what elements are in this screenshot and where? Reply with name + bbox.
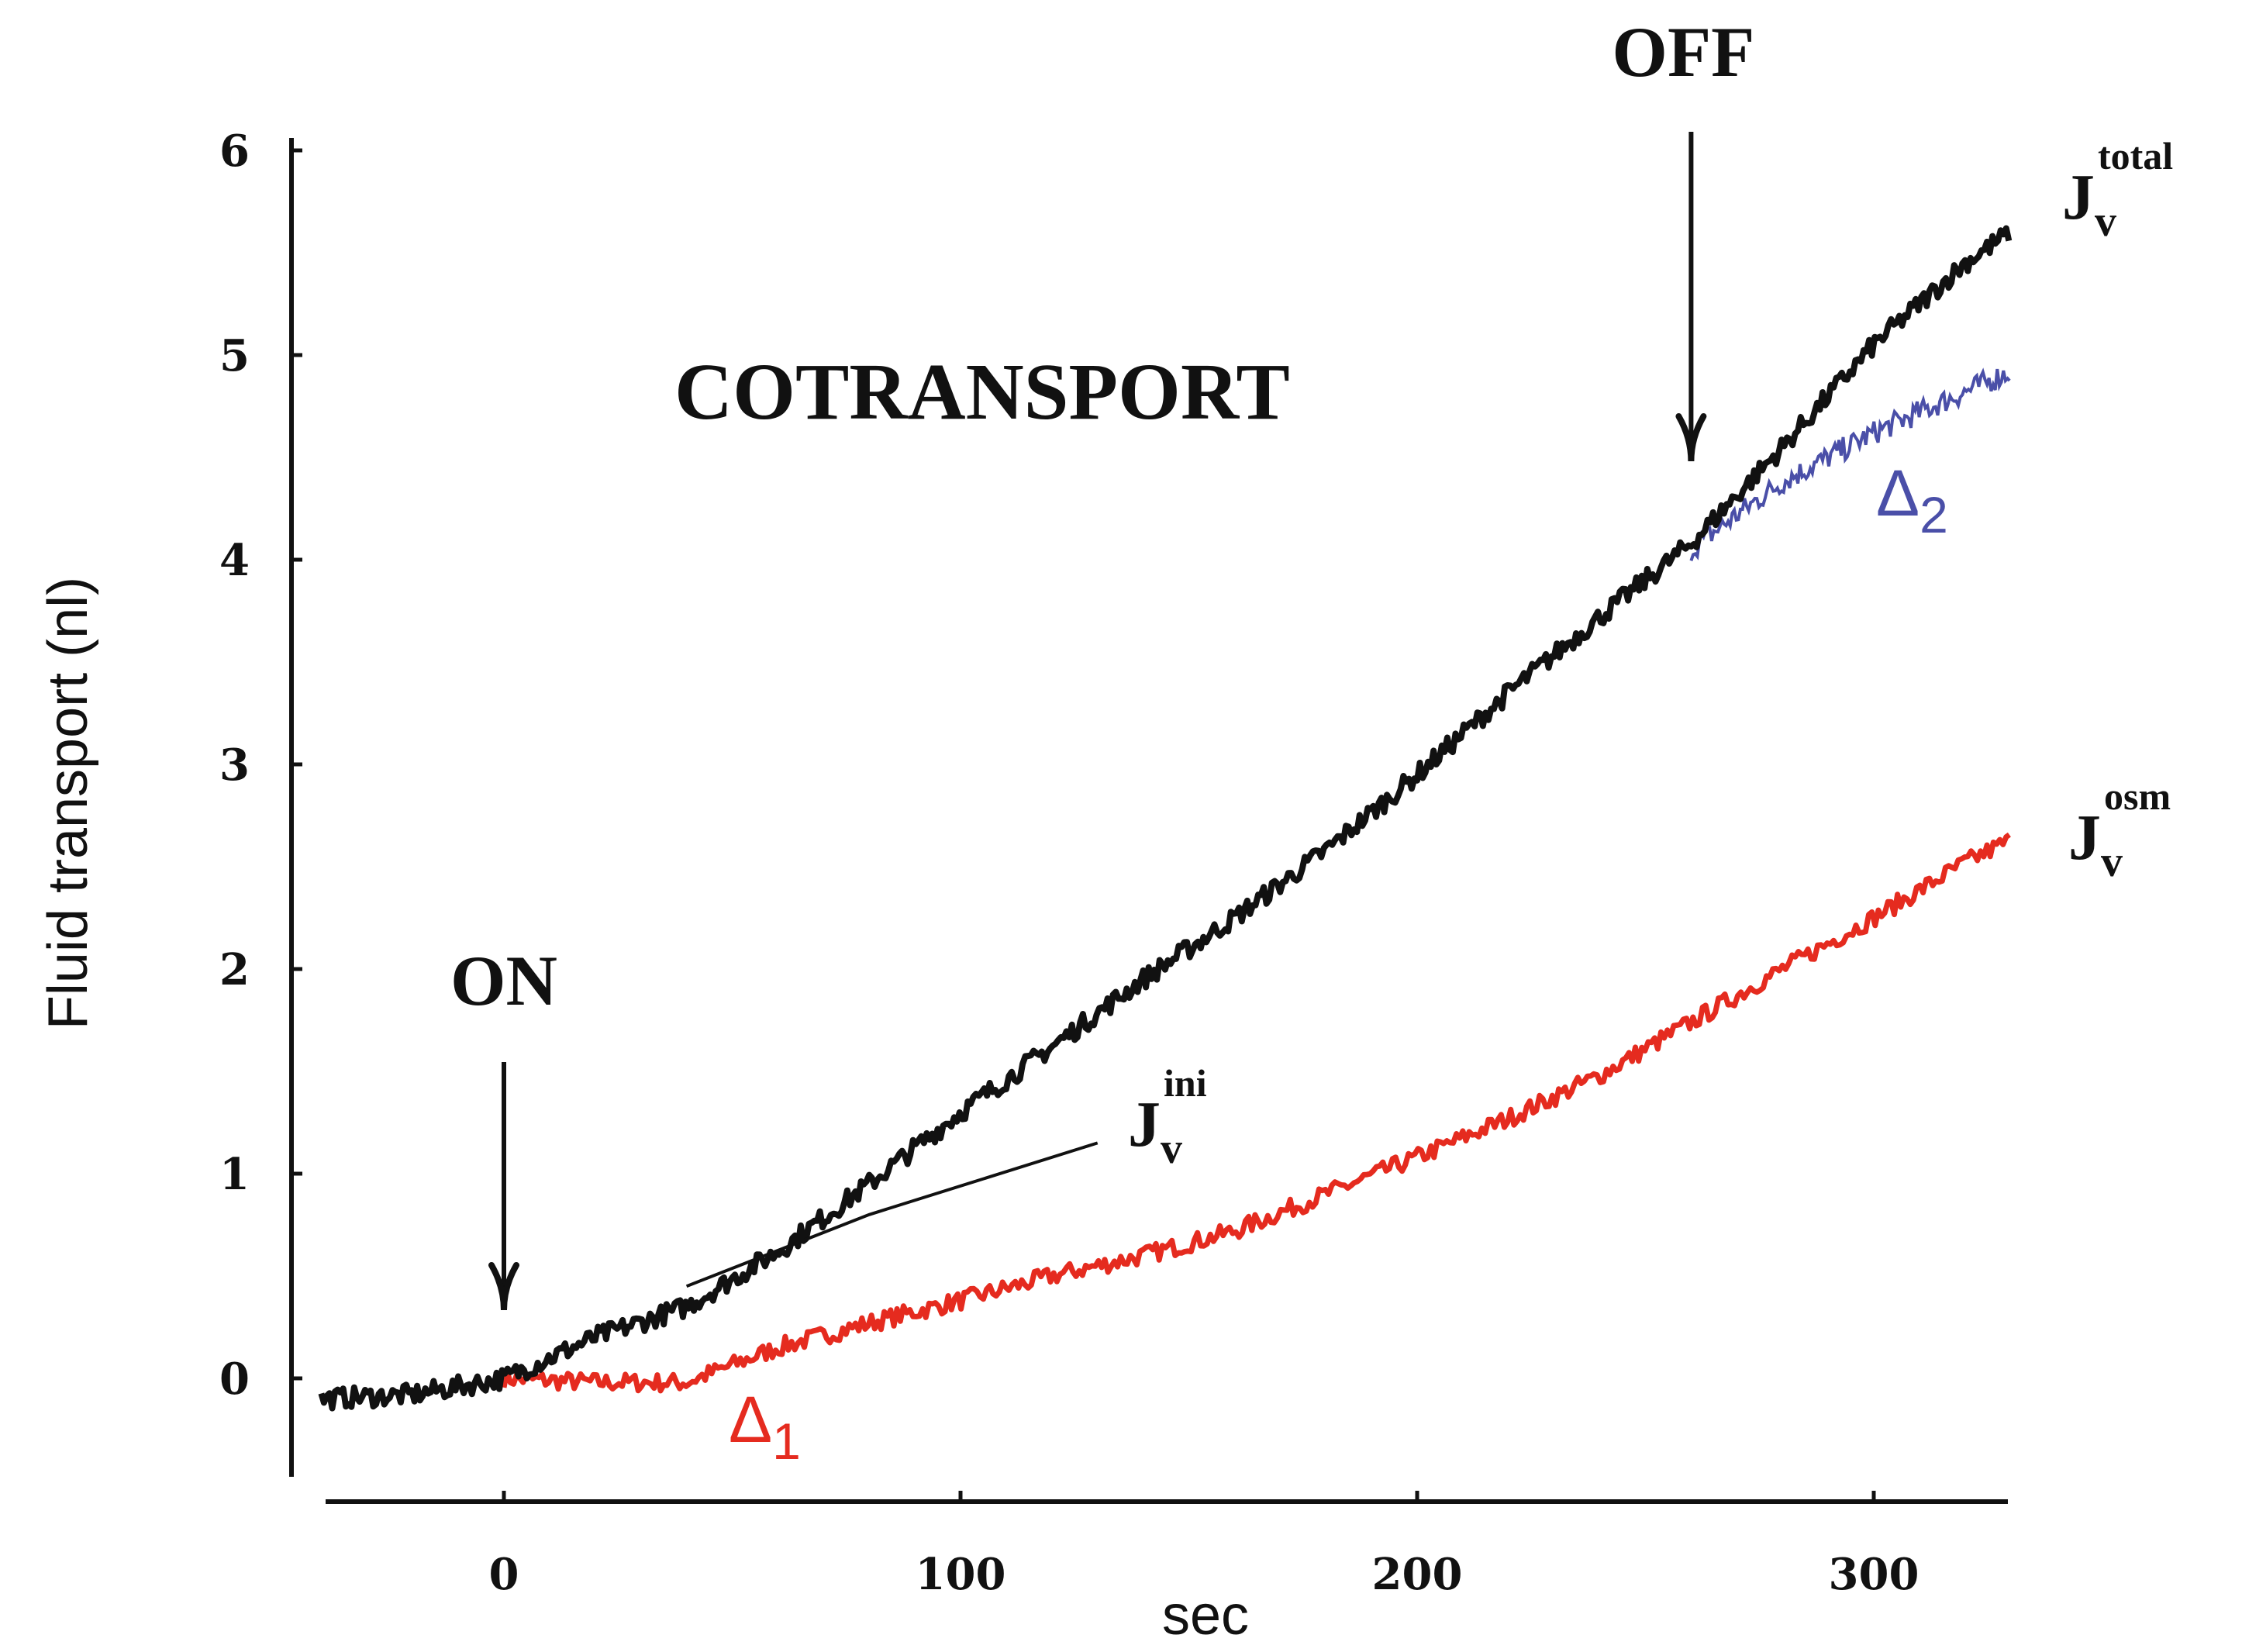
delta2-sub: 2	[1919, 486, 1948, 543]
jv-total-label: Jv total	[2062, 134, 2173, 246]
jv-total-sup: total	[2098, 134, 2173, 178]
jv-init-base: J	[1128, 1088, 1161, 1161]
y-tick-label-1: 1	[219, 1149, 250, 1200]
on-arrow	[488, 1062, 519, 1311]
jv-osm-base: J	[2068, 802, 2101, 874]
arrow-head	[488, 1262, 519, 1311]
jv-init-sup: ini	[1164, 1061, 1207, 1105]
y-tick-label-3: 3	[219, 740, 250, 791]
jv-init-label: Jv ini	[1128, 1061, 1207, 1173]
off-arrow	[1675, 132, 1707, 462]
delta2-label: Δ2	[1876, 457, 1948, 543]
off-label: OFF	[1612, 12, 1754, 91]
x-tick-label-300: 300	[1829, 1549, 1919, 1600]
jv-total-sub: v	[2095, 198, 2116, 246]
x-tick-label-200: 200	[1372, 1549, 1463, 1600]
x-tick-label-0: 0	[489, 1549, 519, 1600]
x-tick-label-100: 100	[916, 1549, 1006, 1600]
jv-osm-label: Jv osm	[2068, 774, 2171, 886]
series-jv-osm	[501, 832, 2011, 1394]
y-tick-label-4: 4	[219, 535, 250, 586]
delta1-base: Δ	[729, 1383, 772, 1456]
y-tick-label-2: 2	[219, 944, 250, 995]
jv-init-sub: v	[1161, 1125, 1182, 1173]
chart-title: COTRANSPORT	[674, 347, 1290, 436]
y-tick-label-0: 0	[219, 1354, 250, 1405]
delta1-sub: 1	[772, 1412, 801, 1470]
y-tick-label-6: 6	[219, 126, 250, 177]
x-axis-label: sec	[1162, 1585, 1249, 1647]
y-axis-label: Fluid transport (nl)	[37, 577, 99, 1029]
arrow-head	[1675, 413, 1707, 462]
delta1-label: Δ1	[729, 1383, 801, 1470]
series-delta2	[1689, 367, 2011, 561]
jv-total-base: J	[2062, 161, 2095, 233]
series-jv-total	[318, 225, 2013, 1412]
delta2-base: Δ	[1876, 457, 1919, 529]
on-label: ON	[450, 941, 557, 1020]
series-jv-init	[685, 1141, 1099, 1288]
jv-osm-sub: v	[2101, 838, 2123, 886]
y-tick-label-5: 5	[219, 330, 250, 381]
jv-osm-sup: osm	[2104, 774, 2171, 818]
